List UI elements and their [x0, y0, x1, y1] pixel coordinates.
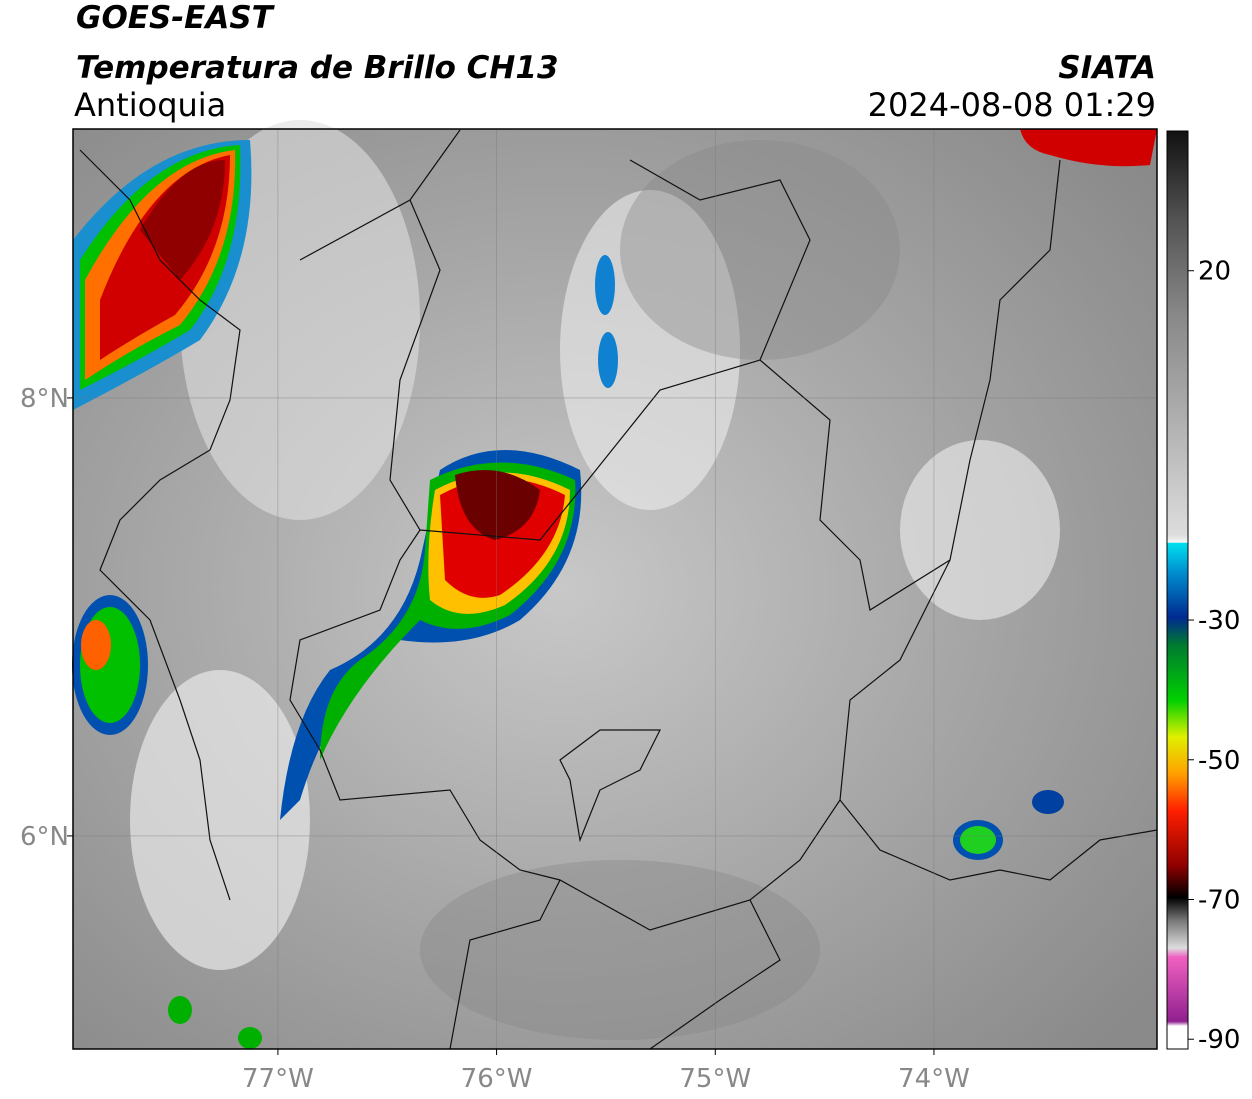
colorbar-tick-label: 20 — [1198, 257, 1231, 287]
graticule — [73, 129, 1157, 1049]
y-tick-label: 6°N — [20, 822, 69, 852]
x-tick-label: 74°W — [898, 1064, 970, 1094]
colorbar-tick-label: -50 — [1198, 746, 1240, 776]
region: Antioquia — [74, 86, 226, 124]
colorbar-tick-label: -70 — [1198, 885, 1240, 915]
product: Temperatura de Brillo CH13 — [76, 50, 559, 86]
colorbar — [1166, 130, 1189, 1050]
x-tick-label: 77°W — [242, 1064, 314, 1094]
imagery — [72, 120, 1158, 1050]
colorbar-tick-label: -90 — [1198, 1025, 1240, 1055]
map-frame — [72, 128, 1158, 1050]
satellite: GOES-EAST — [76, 0, 276, 36]
x-tick-label: 76°W — [461, 1064, 533, 1094]
x-tick-label: 75°W — [679, 1064, 751, 1094]
colorbar-tick-label: -30 — [1198, 606, 1240, 636]
datetime: 2024-08-08 01:29 — [868, 86, 1156, 124]
y-tick-label: 8°N — [20, 384, 69, 414]
source: SIATA — [1058, 50, 1156, 86]
